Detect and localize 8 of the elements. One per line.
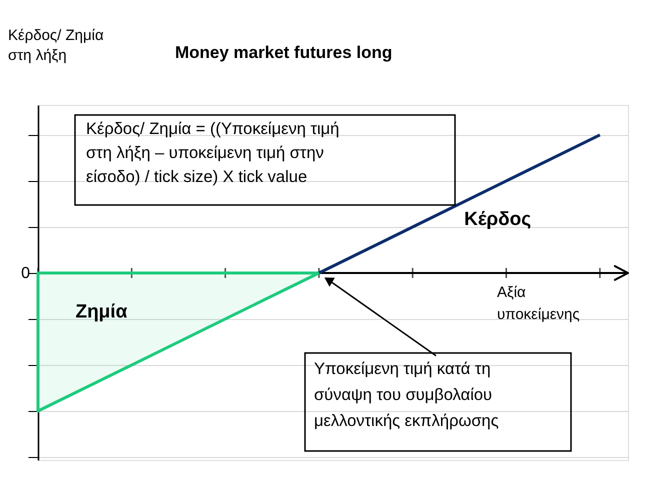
annotation: Κέρδος/ Ζημία = ((Υποκείμενη τιμή στη λήξη – υποκείμενη τιμή στην είσοδο) / tick size) X tick value (86, 120, 340, 186)
y-axis-title: Κέρδος/ Ζημία στη λήξη (8, 27, 104, 64)
text: 0 (21, 264, 30, 282)
series-label: Ζημία (75, 302, 128, 323)
annotation: Υποκείμενη τιμή κατά τη σύναψη του συμβολαίου μελλοντικής εκπλήρωσης (314, 360, 499, 430)
chart-title: Money market futures long (175, 43, 392, 62)
series-label: Κέρδος (464, 209, 532, 230)
x-axis-title: Αξία υποκείμενης (497, 284, 580, 323)
